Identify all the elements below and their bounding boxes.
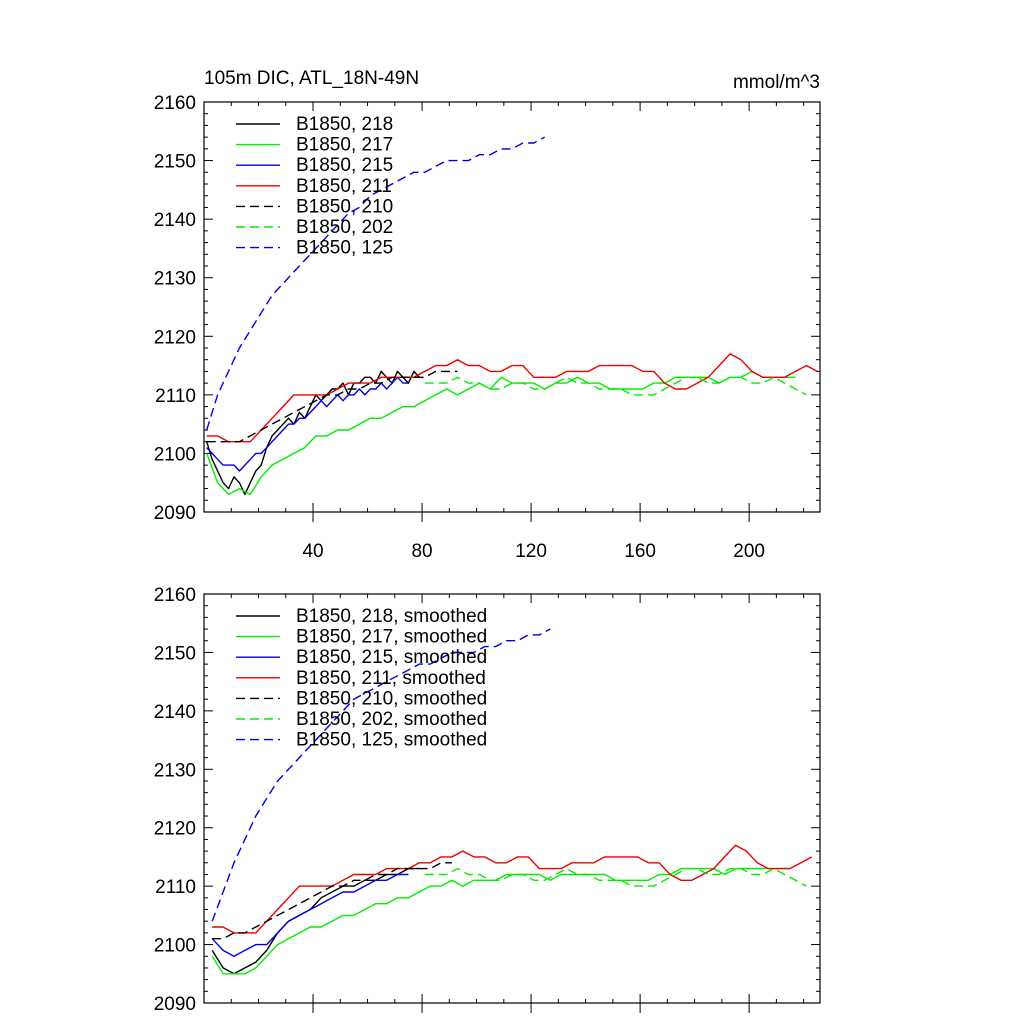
y-tick-label: 2090	[154, 994, 196, 1015]
series-line	[206, 376, 409, 472]
legend-label: B1850, 211, smoothed	[296, 668, 486, 689]
y-tick-label: 2130	[154, 760, 196, 781]
y-tick-label: 2120	[154, 819, 196, 840]
series-line	[424, 376, 807, 396]
plot-frame	[203, 101, 821, 513]
legend-label: B1850, 125, smoothed	[296, 730, 487, 751]
series-line	[424, 867, 807, 887]
x-tick-label: 40	[302, 541, 323, 562]
legend-label: B1850, 218	[296, 114, 393, 135]
legend-label: B1850, 210	[296, 196, 393, 217]
x-tick-label: 80	[411, 541, 432, 562]
bottom-panel: 2090 2100 2110 2120 2130 2140 2150 2160 B1850, 2…	[154, 585, 821, 1015]
top-panel: 2090 2100 2110 2120 2130 2140 2150 2160 40 80 120 1…	[154, 93, 821, 562]
y-tick-label: 2090	[154, 503, 196, 524]
series-line	[206, 353, 818, 443]
series-line	[212, 862, 452, 940]
series-line	[211, 867, 420, 975]
y-tick-label: 2110	[155, 386, 196, 407]
chart-title: 105m DIC, ATL_18N-49N	[204, 68, 419, 89]
x-tick-label: 120	[515, 541, 547, 562]
x-tick-label: 160	[624, 541, 656, 562]
series-line	[212, 844, 813, 934]
y-tick-label: 2150	[154, 643, 196, 664]
series-line	[206, 370, 420, 496]
y-tick-label: 2110	[155, 877, 196, 898]
y-tick-label: 2160	[154, 585, 196, 606]
plot-frame	[203, 593, 821, 1004]
x-tick-label: 200	[733, 541, 765, 562]
legend-label: B1850, 210, smoothed	[296, 688, 487, 709]
legend-label: B1850, 215, smoothed	[296, 647, 487, 668]
legend-label: B1850, 218, smoothed	[296, 606, 487, 627]
legend-label: B1850, 125	[296, 238, 393, 259]
y-tick-label: 2140	[154, 210, 196, 231]
legend-label: B1850, 202, smoothed	[296, 709, 487, 730]
series-line	[206, 136, 546, 431]
series-line	[211, 873, 409, 957]
legend-label: B1850, 202	[296, 217, 393, 238]
legend-label: B1850, 211	[296, 176, 392, 197]
series-line	[206, 370, 458, 443]
y-tick-label: 2140	[154, 702, 196, 723]
legend-label: B1850, 217, smoothed	[296, 627, 487, 648]
y-tick-label: 2100	[154, 444, 196, 465]
legend-label: B1850, 217	[296, 135, 393, 156]
y-tick-label: 2130	[154, 269, 196, 290]
y-tick-label: 2120	[154, 327, 196, 348]
y-tick-label: 2150	[154, 152, 196, 173]
series-line	[211, 628, 551, 922]
series-line	[211, 867, 790, 975]
y-tick-label: 2100	[154, 936, 196, 957]
legend-label: B1850, 215	[296, 155, 393, 176]
y-tick-label: 2160	[154, 93, 196, 114]
series-line	[206, 370, 796, 496]
units-label: mmol/m^3	[733, 72, 820, 93]
